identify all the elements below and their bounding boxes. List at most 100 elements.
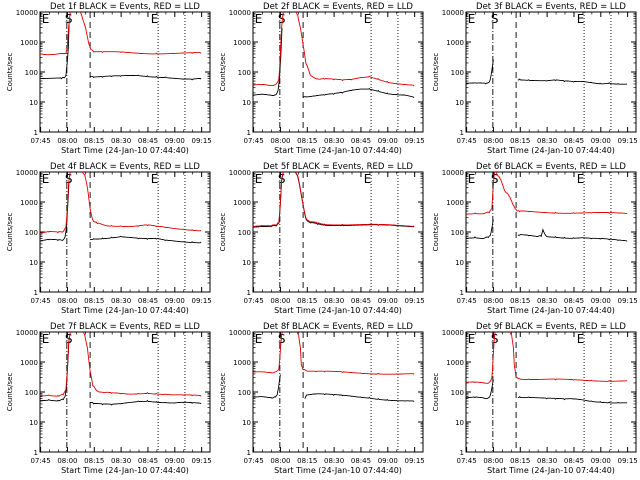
y-tick-label: 1 [34,449,38,457]
end-label: E [42,12,50,26]
x-tick-label: 09:15 [618,457,638,465]
y-tick-label: 100 [451,229,464,237]
x-tick-label: 08:30 [324,297,344,305]
x-tick-label: 07:45 [243,457,263,465]
y-axis-label: Counts/sec [6,53,14,92]
y-tick-label: 10000 [442,169,464,177]
end-label: E [255,12,263,26]
events-series-line [89,74,202,81]
x-tick-label: 09:00 [591,297,611,305]
y-tick-label: 10 [29,259,38,267]
events-series-line [466,379,494,400]
x-tick-label: 07:45 [243,297,263,305]
x-tick-label: 08:15 [84,137,104,145]
x-tick-label: 08:45 [564,457,584,465]
lld-series-line [253,332,415,375]
lld-series-line [40,332,202,397]
x-tick-label: 08:45 [351,457,371,465]
y-axis-label: Counts/sec [6,213,14,252]
y-tick-label: 100 [451,69,464,77]
y-tick-label: 10 [455,99,464,107]
lld-series-line [253,12,415,87]
x-tick-label: 09:00 [378,457,398,465]
y-tick-label: 1 [34,129,38,137]
x-tick-label: 07:45 [30,137,50,145]
x-tick-label: 08:00 [57,457,77,465]
y-tick-label: 1 [460,289,464,297]
y-tick-label: 10 [242,419,251,427]
events-series-line [40,338,70,402]
start-label: S [491,12,499,26]
y-tick-label: 10 [242,99,251,107]
x-tick-label: 07:45 [243,137,263,145]
y-tick-label: 1000 [233,199,251,207]
x-tick-label: 08:45 [138,457,158,465]
y-axis-label: Counts/sec [432,213,440,252]
events-series-line [89,235,202,244]
y-tick-label: 1000 [446,359,464,367]
end-label: E [468,332,476,346]
panel-title: Det 3f BLACK = Events, RED = LLD [476,2,626,12]
y-tick-label: 1000 [20,199,38,207]
x-axis-label: Start Time (24-Jan-10 07:44:40) [274,466,402,475]
panel-title: Det 9f BLACK = Events, RED = LLD [476,322,626,332]
x-tick-label: 09:15 [192,457,212,465]
start-label: S [65,12,73,26]
y-tick-label: 100 [238,389,251,397]
y-axis-label: Counts/sec [432,53,440,92]
x-tick-label: 07:45 [30,297,50,305]
x-tick-label: 08:45 [564,137,584,145]
y-tick-label: 1 [460,129,464,137]
x-tick-label: 08:30 [111,457,131,465]
x-tick-label: 07:45 [456,297,476,305]
series-group [40,12,202,81]
series-group [40,332,202,406]
lld-series-line [40,172,202,234]
x-axis-label: Start Time (24-Jan-10 07:44:40) [274,306,402,315]
y-tick-label: 10 [455,419,464,427]
y-tick-label: 10 [29,419,38,427]
x-axis-label: Start Time (24-Jan-10 07:44:40) [487,306,615,315]
panel-title: Det 5f BLACK = Events, RED = LLD [263,162,413,172]
detector-panel-6: Det 6f BLACK = Events, RED = LLD 1 10 100 10… [432,162,638,315]
x-tick-label: 08:00 [483,457,503,465]
x-tick-label: 09:15 [405,137,425,145]
y-tick-label: 1000 [20,39,38,47]
x-axis-label: Start Time (24-Jan-10 07:44:40) [274,146,402,155]
events-series-line [40,20,70,80]
y-tick-label: 1000 [20,359,38,367]
x-axis-label: Start Time (24-Jan-10 07:44:40) [61,146,189,155]
x-tick-label: 08:00 [270,137,290,145]
x-tick-label: 08:45 [351,137,371,145]
end-label: E [468,172,476,186]
end-label: E [42,172,50,186]
panel-title: Det 6f BLACK = Events, RED = LLD [476,162,626,172]
y-axis-label: Counts/sec [219,213,227,252]
detector-panel-8: Det 8f BLACK = Events, RED = LLD 1 10 100 10… [219,322,425,475]
series-group [466,59,628,85]
y-axis-label: Counts/sec [6,373,14,412]
x-tick-label: 09:00 [591,457,611,465]
events-series-line [253,27,283,97]
lld-series-line [40,12,202,56]
end-label: E [577,12,585,26]
panel-title: Det 8f BLACK = Events, RED = LLD [263,322,413,332]
y-tick-label: 1000 [446,39,464,47]
x-tick-label: 08:00 [483,297,503,305]
x-tick-label: 08:30 [537,297,557,305]
x-tick-label: 08:30 [537,457,557,465]
detector-panel-9: Det 9f BLACK = Events, RED = LLD 1 10 100 10… [432,322,638,475]
x-tick-label: 08:00 [57,297,77,305]
events-series-line [517,228,628,242]
y-tick-label: 1 [34,289,38,297]
y-tick-label: 1 [247,289,251,297]
end-label: E [364,332,372,346]
y-tick-label: 10 [455,259,464,267]
panel-title: Det 1f BLACK = Events, RED = LLD [50,2,200,12]
x-tick-label: 09:15 [618,137,638,145]
panel-title: Det 7f BLACK = Events, RED = LLD [50,322,200,332]
events-series-line [302,88,415,98]
panel-title: Det 2f BLACK = Events, RED = LLD [263,2,413,12]
x-tick-label: 09:15 [192,137,212,145]
